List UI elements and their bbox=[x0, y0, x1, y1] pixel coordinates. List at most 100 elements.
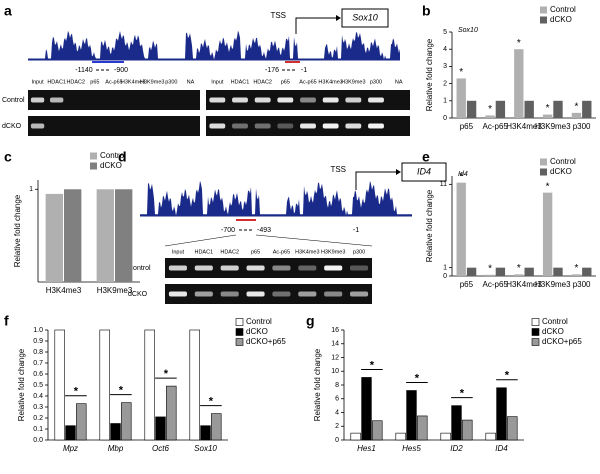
significance: * bbox=[546, 181, 550, 192]
bar bbox=[144, 329, 155, 441]
legend-swatch bbox=[531, 318, 540, 326]
gel-band bbox=[232, 97, 248, 103]
legend-label: Control bbox=[550, 157, 576, 166]
gel-band bbox=[298, 291, 317, 297]
x-tick-label: Sox10 bbox=[194, 444, 217, 453]
bar bbox=[524, 100, 534, 118]
gel-band bbox=[277, 123, 294, 129]
gel-band bbox=[246, 265, 265, 271]
gel-band bbox=[30, 97, 45, 103]
lane-label: NA bbox=[395, 79, 403, 85]
gel-band bbox=[194, 291, 213, 297]
bar bbox=[372, 420, 383, 441]
guide bbox=[255, 234, 373, 247]
bar bbox=[466, 267, 477, 276]
bar bbox=[485, 432, 496, 441]
bar bbox=[64, 189, 82, 282]
bar bbox=[571, 112, 582, 118]
significance: * bbox=[209, 396, 214, 408]
significance: * bbox=[505, 370, 510, 382]
lane-label: HDAC1 bbox=[47, 79, 66, 85]
x-tick-label: p65 bbox=[460, 122, 474, 131]
x-tick-label: ID4 bbox=[495, 444, 508, 453]
gel-band bbox=[209, 123, 226, 129]
y-tick-label: 10 bbox=[331, 368, 339, 375]
gel-band bbox=[254, 97, 271, 103]
gel-band bbox=[272, 265, 291, 271]
y-tick-label: 0.2 bbox=[33, 415, 43, 422]
bar bbox=[96, 189, 114, 282]
bar bbox=[524, 267, 534, 276]
lane-label: H3K4me3 bbox=[295, 249, 319, 255]
row-label: dCKO bbox=[2, 123, 22, 130]
legend-label: dCKO+p65 bbox=[246, 337, 286, 346]
y-tick-label: 3 bbox=[443, 63, 447, 70]
bar bbox=[495, 267, 506, 276]
gel-band bbox=[272, 291, 291, 297]
lane-label: HDAC2 bbox=[220, 249, 239, 255]
significance: * bbox=[517, 38, 521, 49]
x-tick-label: H3K4me3 bbox=[506, 122, 542, 131]
gel-band bbox=[324, 265, 343, 271]
y-tick-label: 0.0 bbox=[33, 437, 43, 444]
legend-swatch bbox=[540, 6, 547, 14]
bar bbox=[485, 115, 495, 118]
bar bbox=[495, 100, 506, 118]
gel-band bbox=[30, 123, 45, 129]
y-tick-label: 5 bbox=[443, 29, 447, 36]
bar bbox=[507, 416, 518, 441]
bar bbox=[417, 415, 428, 441]
y-tick-label: 1 bbox=[443, 98, 447, 105]
coord: -1 bbox=[301, 67, 307, 74]
coord: -700 bbox=[221, 227, 235, 234]
y-tick-label: 0.8 bbox=[33, 349, 43, 356]
panel-label: c bbox=[4, 149, 12, 165]
bar bbox=[485, 274, 495, 276]
tss-label: TSS bbox=[330, 165, 346, 174]
lane-label: p300 bbox=[353, 249, 365, 255]
bar bbox=[200, 425, 211, 441]
bar bbox=[582, 267, 592, 276]
bar bbox=[553, 100, 563, 118]
bar bbox=[514, 49, 524, 119]
legend-swatch bbox=[90, 152, 97, 160]
bar bbox=[395, 432, 406, 441]
y-tick-label: 0 bbox=[443, 273, 447, 280]
lane-label: Input bbox=[211, 79, 224, 85]
gel-band bbox=[277, 97, 294, 103]
lane-label: Input bbox=[172, 249, 185, 255]
gel-band bbox=[368, 123, 384, 129]
lane-label: Ac-p65 bbox=[299, 79, 316, 85]
x-tick-label: H3K9me3 bbox=[97, 286, 133, 295]
y-tick-label: 4 bbox=[335, 409, 339, 416]
y-tick-label: 0.6 bbox=[33, 371, 43, 378]
gel-band bbox=[232, 123, 248, 129]
gel-band bbox=[322, 97, 339, 103]
legend-label: dCKO bbox=[100, 161, 122, 170]
lane-label: HDAC1 bbox=[231, 79, 250, 85]
legend-label: dCKO bbox=[550, 167, 572, 176]
legend-label: Control bbox=[100, 151, 126, 160]
x-tick-label: Hes1 bbox=[357, 444, 376, 453]
legend-swatch bbox=[235, 328, 244, 336]
gel-band bbox=[350, 265, 369, 271]
bar bbox=[54, 329, 65, 441]
coord: -176 bbox=[265, 67, 279, 74]
gel-band bbox=[209, 97, 226, 103]
bar bbox=[121, 402, 132, 441]
significance: * bbox=[574, 263, 578, 274]
panel-label: e bbox=[422, 149, 430, 165]
gel-band bbox=[254, 123, 271, 129]
y-axis-label: Relative fold change bbox=[425, 189, 434, 262]
x-tick-label: Mpz bbox=[63, 444, 78, 453]
bar bbox=[553, 267, 563, 276]
gel-band bbox=[300, 123, 316, 129]
tss-arrow bbox=[295, 17, 336, 34]
coord: -493 bbox=[257, 227, 271, 234]
gel-band bbox=[368, 97, 384, 103]
bar bbox=[361, 377, 372, 441]
legend-swatch bbox=[235, 338, 244, 346]
row-label: Control bbox=[2, 97, 25, 104]
gene-name: ID4 bbox=[417, 166, 431, 176]
